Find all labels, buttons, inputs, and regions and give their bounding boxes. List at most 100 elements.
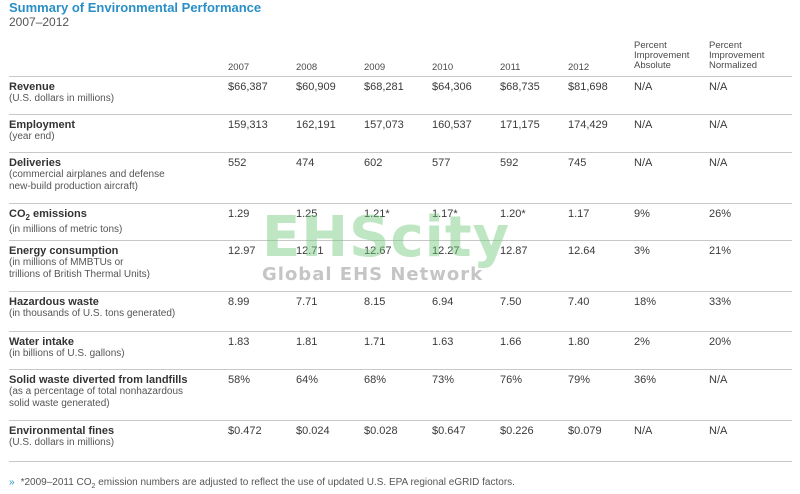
- row-label-description: (in billions of U.S. gallons): [9, 348, 125, 360]
- table-row: Solid waste diverted from landfills (as a…: [9, 369, 792, 421]
- col-header-percent-normalized: Percent Improvement Normalized: [709, 41, 764, 71]
- row-label-description-line: trillions of British Thermal Units): [9, 269, 150, 280]
- table-cell: $0.079: [568, 425, 602, 437]
- table-row: CO2 emissions (in millions of metric tons…: [9, 203, 792, 241]
- row-label: Environmental fines (U.S. dollars in mill…: [9, 425, 114, 449]
- table-cell: 2%: [634, 336, 650, 348]
- table-cell: 12.67: [364, 245, 392, 257]
- table-row: Deliveries (commercial airplanes and defe…: [9, 152, 792, 204]
- row-label-tail: emissions: [29, 208, 87, 220]
- table-cell: N/A: [709, 119, 728, 131]
- table-cell: 1.21*: [364, 208, 390, 220]
- row-label-subscript: 2: [25, 213, 30, 223]
- col-header-norm-line3: Normalized: [709, 60, 758, 71]
- row-label-description: (as a percentage of total nonhazardous so…: [9, 386, 187, 410]
- footnote-text-post: emission numbers are adjusted to reflect…: [95, 477, 515, 488]
- row-label: Water intake (in billions of U.S. gallons…: [9, 336, 125, 360]
- row-label-description: (U.S. dollars in millions): [9, 437, 114, 449]
- row-label-title: Energy consumption: [9, 245, 119, 257]
- table-cell: 1.83: [228, 336, 250, 348]
- table-cell: 3%: [634, 245, 650, 257]
- table-cell: 602: [364, 157, 383, 169]
- table-cell: 159,313: [228, 119, 268, 131]
- table-cell: 76%: [500, 374, 523, 386]
- row-label-description-line: (commercial airplanes and defense: [9, 169, 165, 180]
- row-label-description: (in millions of metric tons): [9, 224, 122, 236]
- table-cell: N/A: [634, 119, 653, 131]
- col-header-2007: 2007: [228, 62, 250, 73]
- table-cell: $0.226: [500, 425, 534, 437]
- table-row: Environmental fines (U.S. dollars in mill…: [9, 420, 792, 462]
- row-label-description-line: (in billions of U.S. gallons): [9, 348, 125, 359]
- row-label-description: (in thousands of U.S. tons generated): [9, 308, 175, 320]
- row-label-description-line: (in thousands of U.S. tons generated): [9, 308, 176, 319]
- table-cell: 160,537: [432, 119, 472, 131]
- table-cell: 577: [432, 157, 451, 169]
- table-cell: N/A: [709, 157, 728, 169]
- table-cell: 9%: [634, 208, 650, 220]
- table-cell: 1.80: [568, 336, 590, 348]
- table-cell: 79%: [568, 374, 591, 386]
- col-header-2008: 2008: [296, 62, 318, 73]
- table-cell: 474: [296, 157, 315, 169]
- footnote-text-pre: *2009–2011 CO: [20, 477, 92, 488]
- row-label: Revenue (U.S. dollars in millions): [9, 81, 114, 105]
- row-label: Deliveries (commercial airplanes and defe…: [9, 157, 165, 193]
- table-cell: $66,387: [228, 81, 268, 93]
- row-label: Solid waste diverted from landfills (as a…: [9, 374, 187, 410]
- table-row: Water intake (in billions of U.S. gallons…: [9, 331, 792, 370]
- table-cell: 1.66: [500, 336, 522, 348]
- row-label: Hazardous waste (in thousands of U.S. ton…: [9, 296, 175, 320]
- row-label-description: (in millions of MMBTUs or trillions of Br…: [9, 257, 150, 281]
- table-cell: $81,698: [568, 81, 608, 93]
- table-cell: N/A: [709, 425, 728, 437]
- table-row: Hazardous waste (in thousands of U.S. ton…: [9, 291, 792, 332]
- table-cell: $64,306: [432, 81, 472, 93]
- table-cell: 1.29: [228, 208, 250, 220]
- table-cell: $68,735: [500, 81, 540, 93]
- table-cell: 20%: [709, 336, 732, 348]
- table-cell: 7.40: [568, 296, 590, 308]
- table-cell: 64%: [296, 374, 319, 386]
- row-label-description-line: (U.S. dollars in millions): [9, 437, 115, 448]
- table-cell: 12.64: [568, 245, 596, 257]
- table-cell: 1.20*: [500, 208, 526, 220]
- table-cell: 12.87: [500, 245, 528, 257]
- col-header-norm-line1: Percent: [709, 40, 742, 51]
- table-cell: 26%: [709, 208, 732, 220]
- table-title: Summary of Environmental Performance: [9, 0, 262, 15]
- row-label-title: Deliveries: [9, 157, 61, 169]
- row-label-title: Hazardous waste: [9, 296, 99, 308]
- row-label-title: CO: [9, 208, 26, 220]
- col-header-abs-line1: Percent: [634, 40, 667, 51]
- table-cell: 1.25: [296, 208, 318, 220]
- row-label-description-line: (in millions of MMBTUs or: [9, 257, 124, 268]
- table-cell: 12.97: [228, 245, 256, 257]
- row-label-description: (commercial airplanes and defense new-bui…: [9, 169, 165, 193]
- col-header-abs-line3: Absolute: [634, 60, 671, 71]
- table-cell: 1.63: [432, 336, 454, 348]
- table-cell: N/A: [709, 374, 728, 386]
- table-cell: N/A: [634, 81, 653, 93]
- footnote-subscript: 2: [91, 483, 96, 490]
- table-cell: N/A: [709, 81, 728, 93]
- row-label-title: Water intake: [9, 336, 75, 348]
- table-cell: 1.17*: [432, 208, 458, 220]
- table-cell: 157,073: [364, 119, 404, 131]
- table-cell: 12.27: [432, 245, 460, 257]
- table-row: Energy consumption (in millions of MMBTUs…: [9, 240, 792, 292]
- table-cell: N/A: [634, 425, 653, 437]
- row-label: CO2 emissions (in millions of metric tons…: [9, 208, 122, 236]
- table-row: Employment (year end) 159,313 162,191 157,07…: [9, 114, 792, 153]
- row-label-title: Revenue: [9, 81, 55, 93]
- table-cell: $0.472: [228, 425, 262, 437]
- table-cell: 6.94: [432, 296, 454, 308]
- col-header-2012: 2012: [568, 62, 590, 73]
- row-label-description: (year end): [9, 131, 75, 143]
- table-cell: 1.81: [296, 336, 318, 348]
- table-cell: 36%: [634, 374, 657, 386]
- col-header-2011: 2011: [500, 62, 521, 73]
- table-cell: $0.647: [432, 425, 466, 437]
- table-cell: 68%: [364, 374, 387, 386]
- row-label-description-line: (in millions of metric tons): [9, 224, 123, 236]
